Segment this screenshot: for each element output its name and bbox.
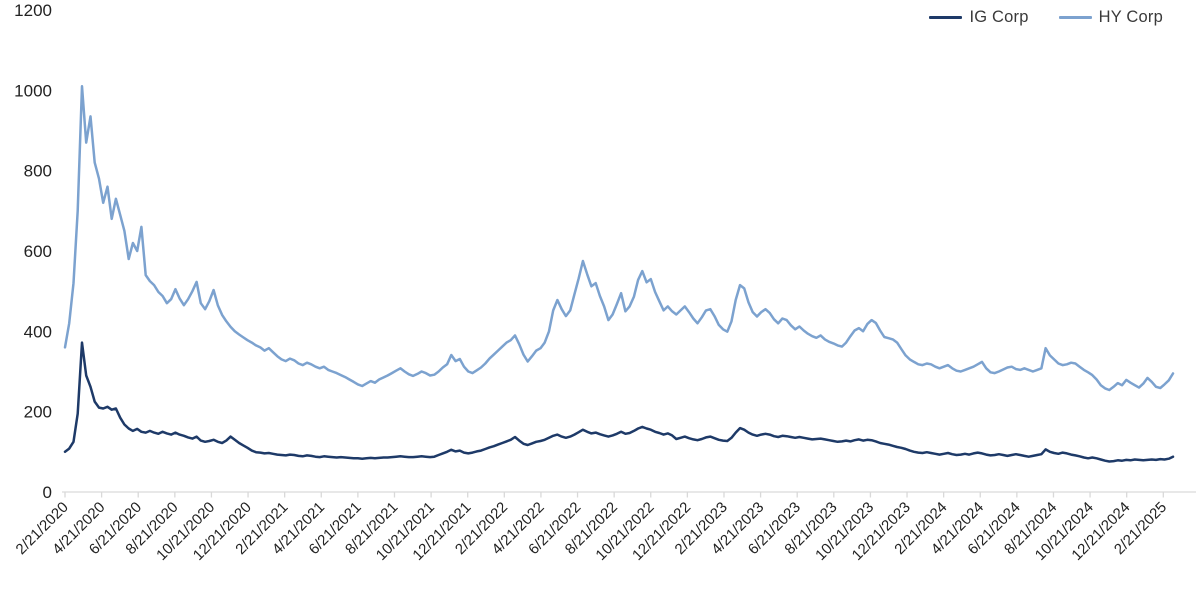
series-line-ig-corp <box>63 341 1175 463</box>
y-axis-label: 0 <box>43 483 52 502</box>
series-lines <box>63 85 1175 463</box>
x-axis <box>62 491 1196 498</box>
legend-label-ig-corp: IG Corp <box>969 8 1029 26</box>
y-axis-label: 800 <box>24 162 52 181</box>
x-axis-labels: 2/21/20204/21/20206/21/20208/21/202010/2… <box>13 499 1171 564</box>
y-axis-label: 400 <box>24 322 52 341</box>
y-axis-label: 200 <box>24 403 52 422</box>
legend: IG Corp HY Corp <box>929 8 1163 27</box>
y-axis-label: 1000 <box>14 81 52 100</box>
legend-label-hy-corp: HY Corp <box>1098 8 1163 26</box>
ig-corp-line-swatch <box>929 15 963 20</box>
legend-item-ig-corp: IG Corp <box>929 8 1028 27</box>
y-axis-labels: 0 200 400 600 800 1000 1200 <box>14 1 52 502</box>
y-axis-label: 600 <box>24 242 52 261</box>
y-axis-label: 1200 <box>14 1 52 20</box>
hy-corp-line-swatch <box>1058 15 1092 20</box>
series-line-hy-corp <box>63 85 1175 392</box>
legend-item-hy-corp: HY Corp <box>1058 8 1163 27</box>
